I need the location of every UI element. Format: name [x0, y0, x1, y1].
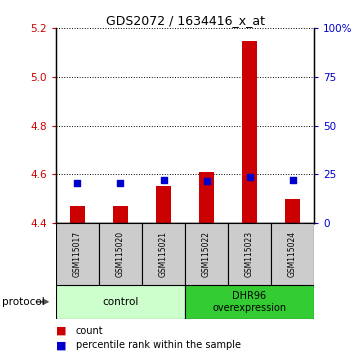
Text: DHR96
overexpression: DHR96 overexpression [213, 291, 287, 313]
Bar [142, 223, 185, 285]
Text: ■: ■ [56, 340, 66, 350]
Text: GSM115024: GSM115024 [288, 231, 297, 277]
Bar [156, 186, 171, 223]
Bar [285, 199, 300, 223]
Bar [242, 41, 257, 223]
Bar [99, 223, 142, 285]
Text: GSM115023: GSM115023 [245, 231, 254, 277]
Text: GSM115017: GSM115017 [73, 231, 82, 277]
Text: count: count [76, 326, 104, 336]
Bar [113, 206, 128, 223]
Bar [56, 285, 185, 319]
Text: protocol: protocol [2, 297, 44, 307]
Bar [185, 223, 228, 285]
Point [75, 180, 81, 186]
Text: control: control [102, 297, 139, 307]
Point [204, 178, 209, 184]
Bar [199, 172, 214, 223]
Bar [228, 223, 271, 285]
Text: GSM115020: GSM115020 [116, 231, 125, 277]
Point [161, 177, 166, 183]
Bar [56, 223, 99, 285]
Bar [70, 206, 85, 223]
Text: GSM115022: GSM115022 [202, 231, 211, 277]
Title: GDS2072 / 1634416_x_at: GDS2072 / 1634416_x_at [105, 14, 265, 27]
Point [290, 177, 295, 183]
Point [118, 180, 123, 186]
Point [247, 175, 252, 180]
Bar [271, 223, 314, 285]
Text: percentile rank within the sample: percentile rank within the sample [76, 340, 241, 350]
Bar [185, 285, 314, 319]
Text: ■: ■ [56, 326, 66, 336]
Text: GSM115021: GSM115021 [159, 231, 168, 277]
